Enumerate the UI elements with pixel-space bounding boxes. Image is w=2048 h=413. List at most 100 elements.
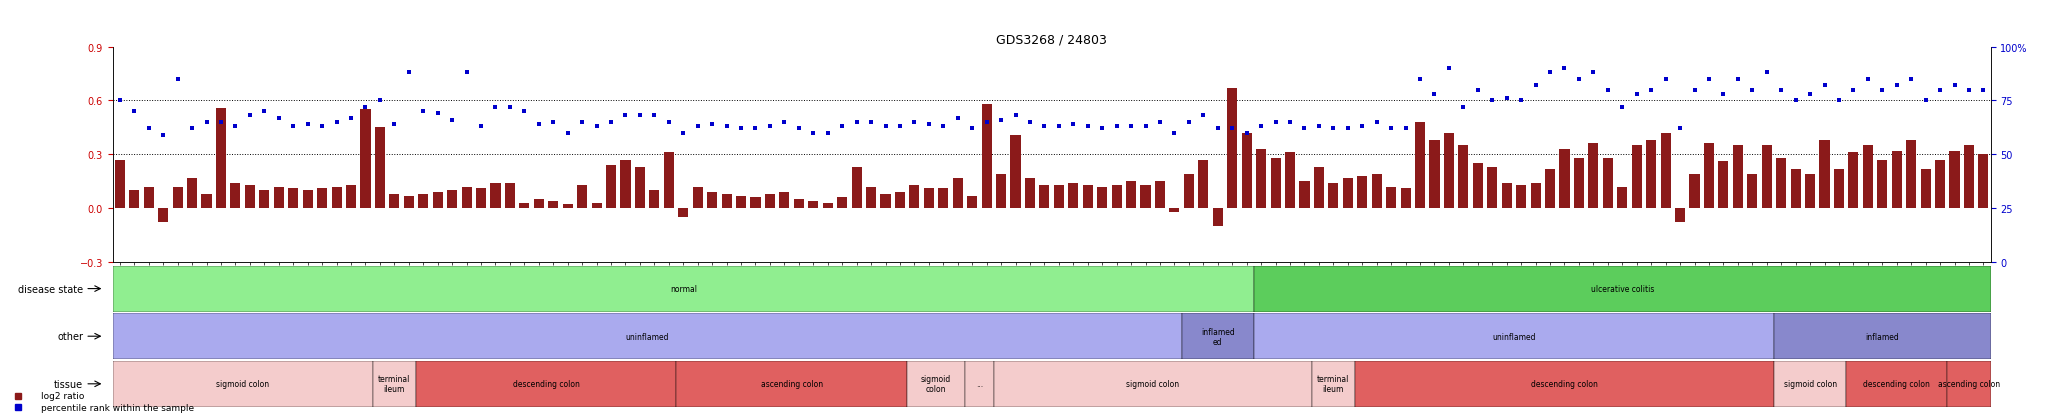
Bar	[129, 191, 139, 209]
Bar	[1661, 133, 1671, 209]
Bar	[1774, 313, 1991, 359]
Bar	[418, 194, 428, 209]
Bar	[1112, 185, 1122, 209]
Bar	[1169, 209, 1180, 212]
Point	[840, 119, 872, 126]
Bar	[1040, 185, 1049, 209]
Point	[797, 130, 829, 137]
Text: sigmoid colon: sigmoid colon	[1126, 380, 1180, 388]
Bar	[1718, 162, 1729, 209]
Point	[451, 70, 483, 76]
Bar	[1849, 153, 1858, 209]
Bar	[432, 192, 442, 209]
Bar	[289, 189, 299, 209]
Bar	[113, 266, 1253, 312]
Bar	[260, 191, 270, 209]
Bar	[838, 198, 848, 209]
Point	[1260, 119, 1292, 126]
Point	[985, 117, 1018, 124]
Text: tissue: tissue	[53, 379, 84, 389]
Bar	[1372, 175, 1382, 209]
Bar	[1055, 185, 1063, 209]
Bar	[1270, 159, 1280, 209]
Point	[1548, 66, 1581, 72]
Text: ulcerative colitis: ulcerative colitis	[1591, 285, 1655, 293]
Point	[1143, 119, 1176, 126]
Bar	[1774, 361, 1845, 407]
Text: sigmoid colon: sigmoid colon	[1784, 380, 1837, 388]
Bar	[1892, 151, 1903, 209]
Point	[854, 119, 887, 126]
Bar	[1098, 187, 1108, 209]
Point	[1128, 123, 1161, 130]
Point	[1909, 98, 1942, 104]
Bar	[201, 194, 211, 209]
Point	[305, 123, 338, 130]
Point	[436, 117, 469, 124]
Bar	[1604, 159, 1614, 209]
Point	[1389, 126, 1421, 133]
Bar	[692, 187, 702, 209]
Bar	[1126, 182, 1137, 209]
Text: uninflamed: uninflamed	[625, 332, 670, 341]
Bar	[1864, 146, 1874, 209]
Point	[393, 70, 426, 76]
Point	[1202, 126, 1235, 133]
Point	[1620, 91, 1653, 98]
Point	[1577, 70, 1610, 76]
Point	[782, 126, 815, 133]
Bar	[1790, 169, 1800, 209]
Bar	[907, 361, 965, 407]
Bar	[549, 202, 559, 209]
Bar	[317, 189, 328, 209]
Bar	[403, 196, 414, 209]
Point	[653, 119, 686, 126]
Point	[1823, 98, 1855, 104]
Point	[1042, 123, 1075, 130]
Bar	[186, 178, 197, 209]
Bar	[881, 194, 891, 209]
Bar	[360, 110, 371, 209]
Bar	[113, 361, 373, 407]
Point	[580, 123, 612, 130]
Bar	[981, 105, 991, 209]
Point	[725, 126, 758, 133]
Bar	[1343, 178, 1354, 209]
Bar	[1083, 185, 1094, 209]
Point	[1663, 126, 1696, 133]
Point	[1174, 119, 1206, 126]
Point	[219, 123, 252, 130]
Point	[897, 119, 930, 126]
Bar	[389, 194, 399, 209]
Point	[1563, 76, 1595, 83]
Bar	[1501, 183, 1511, 209]
Bar	[895, 192, 905, 209]
Bar	[678, 209, 688, 218]
Point	[1708, 91, 1741, 98]
Bar	[1733, 146, 1743, 209]
Point	[291, 121, 324, 128]
Point	[956, 126, 989, 133]
Point	[334, 115, 367, 122]
Bar	[1315, 167, 1323, 209]
Bar	[1358, 176, 1368, 209]
Point	[1851, 76, 1884, 83]
Bar	[866, 187, 877, 209]
Bar	[1198, 160, 1208, 209]
Point	[1634, 87, 1667, 94]
Point	[1966, 87, 1999, 94]
Bar	[1329, 183, 1339, 209]
Point	[971, 119, 1004, 126]
Bar	[373, 361, 416, 407]
Point	[1028, 123, 1061, 130]
Bar	[506, 183, 514, 209]
Text: descending colon: descending colon	[1864, 380, 1929, 388]
Point	[479, 104, 512, 111]
Point	[1114, 123, 1147, 130]
Point	[1952, 87, 1985, 94]
Bar	[332, 187, 342, 209]
Point	[811, 130, 844, 137]
Bar	[158, 209, 168, 223]
Bar	[1819, 140, 1829, 209]
Text: sigmoid colon: sigmoid colon	[217, 380, 268, 388]
